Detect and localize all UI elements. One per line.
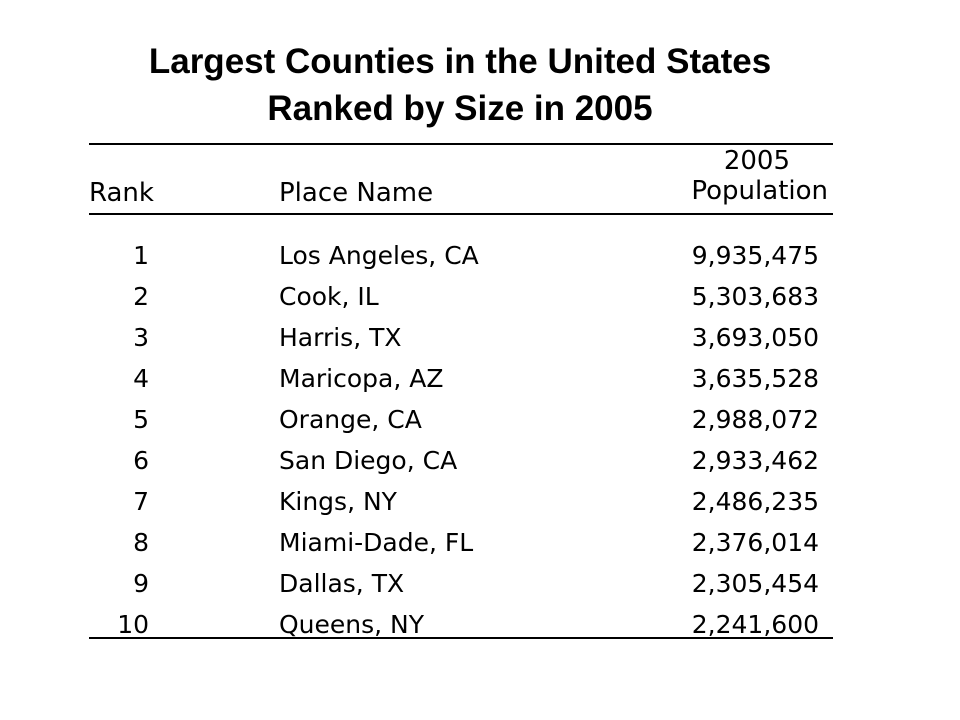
population-cell: 3,635,528 [691,364,819,393]
population-cell: 2,241,600 [691,610,819,639]
population-cell: 2,376,014 [691,528,819,557]
table-row: 2 Cook, IL 5,303,683 [89,278,833,319]
table-row: 1 Los Angeles, CA 9,935,475 [89,237,833,278]
place-name-cell: Kings, NY [279,487,397,516]
rank-cell: 5 [133,405,149,434]
column-header-population: 2005 Population [560,146,828,206]
rank-cell: 6 [133,446,149,475]
place-name-cell: San Diego, CA [279,446,458,475]
table-row: 9 Dallas, TX 2,305,454 [89,565,833,606]
rank-cell: 9 [133,569,149,598]
population-cell: 2,988,072 [691,405,819,434]
table-row: 10 Queens, NY 2,241,600 [89,606,833,647]
population-cell: 9,935,475 [691,241,819,270]
rank-cell: 3 [133,323,149,352]
table-row: 8 Miami-Dade, FL 2,376,014 [89,524,833,565]
table-body: 1 Los Angeles, CA 9,935,475 2 Cook, IL 5,303,… [89,237,833,647]
table-bottom-rule [89,637,833,639]
rank-cell: 7 [133,487,149,516]
rank-cell: 2 [133,282,149,311]
population-cell: 2,305,454 [691,569,819,598]
page-title: Largest Counties in the United States Ra… [0,38,920,132]
title-line-1: Largest Counties in the United States [148,42,772,81]
column-header-rank: Rank [89,178,154,208]
place-name-cell: Orange, CA [279,405,422,434]
table-row: 5 Orange, CA 2,988,072 [89,401,833,442]
column-header-population-label: Population [691,176,828,206]
table-top-rule [89,143,833,145]
place-name-cell: Miami-Dade, FL [279,528,474,557]
rank-cell: 10 [117,610,149,639]
place-name-cell: Los Angeles, CA [279,241,479,270]
column-header-population-year: 2005 [723,146,790,176]
place-name-cell: Cook, IL [279,282,379,311]
rank-cell: 8 [133,528,149,557]
rank-cell: 4 [133,364,149,393]
place-name-cell: Maricopa, AZ [279,364,444,393]
population-cell: 3,693,050 [691,323,819,352]
table-row: 6 San Diego, CA 2,933,462 [89,442,833,483]
population-cell: 2,486,235 [691,487,819,516]
table-row: 4 Maricopa, AZ 3,635,528 [89,360,833,401]
table-row: 3 Harris, TX 3,693,050 [89,319,833,360]
table-header-rule [89,213,833,215]
rank-cell: 1 [133,241,149,270]
population-cell: 5,303,683 [691,282,819,311]
table-row: 7 Kings, NY 2,486,235 [89,483,833,524]
place-name-cell: Queens, NY [279,610,425,639]
place-name-cell: Harris, TX [279,323,402,352]
column-header-place-name: Place Name [279,178,434,208]
title-line-2: Ranked by Size in 2005 [267,89,653,128]
population-cell: 2,933,462 [691,446,819,475]
place-name-cell: Dallas, TX [279,569,405,598]
